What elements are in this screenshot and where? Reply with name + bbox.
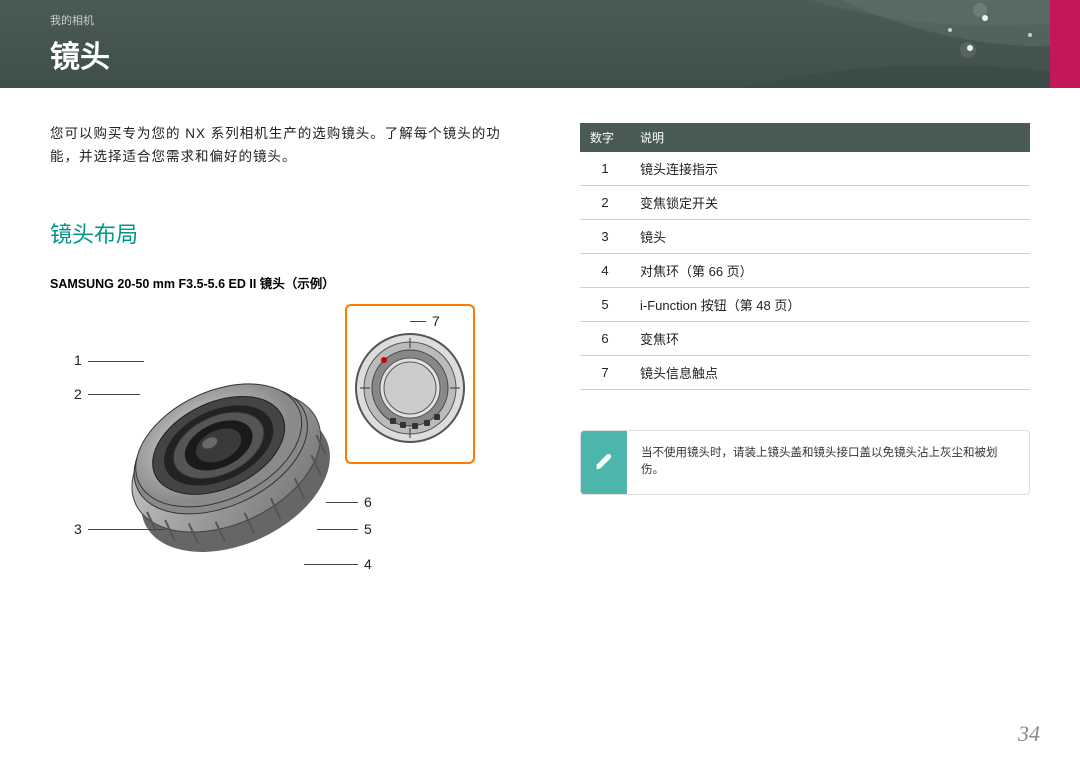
table-row: 4对焦环（第 66 页） — [580, 254, 1030, 288]
table-row: 2变焦锁定开关 — [580, 186, 1030, 220]
leader-line — [304, 564, 358, 565]
intro-text: 您可以购买专为您的 NX 系列相机生产的选购镜头。了解每个镜头的功能，并选择适合… — [50, 123, 520, 169]
page-header: 我的相机 镜头 — [0, 0, 1080, 88]
page-number: 34 — [1018, 721, 1040, 747]
pen-icon — [581, 431, 627, 494]
leader-line — [88, 529, 166, 530]
lens-model-subheading: SAMSUNG 20-50 mm F3.5-5.6 ED II 镜头（示例） — [50, 273, 520, 292]
table-row: 6变焦环 — [580, 322, 1030, 356]
header-decoration — [720, 0, 1080, 88]
content-area: 您可以购买专为您的 NX 系列相机生产的选购镜头。了解每个镜头的功能，并选择适合… — [0, 88, 1080, 614]
diagram-label-6: 6 — [364, 494, 372, 510]
leader-line — [317, 529, 358, 530]
diagram-label-4: 4 — [364, 556, 372, 572]
lens-diagram: 1 2 3 4 5 6 7 — [50, 304, 520, 614]
note-box: 当不使用镜头时，请装上镜头盖和镜头接口盖以免镜头沾上灰尘和被划伤。 — [580, 430, 1030, 495]
lens-illustration — [110, 344, 340, 574]
table-row: 5i-Function 按钮（第 48 页） — [580, 288, 1030, 322]
leader-line — [88, 394, 140, 395]
diagram-label-5: 5 — [364, 521, 372, 537]
left-column: 您可以购买专为您的 NX 系列相机生产的选购镜头。了解每个镜头的功能，并选择适合… — [50, 123, 520, 614]
lens-rear-illustration — [352, 330, 468, 446]
table-row: 7镜头信息触点 — [580, 356, 1030, 390]
leader-line — [326, 502, 358, 503]
table-row: 1镜头连接指示 — [580, 152, 1030, 186]
table-row: 3镜头 — [580, 220, 1030, 254]
table-header-desc: 说明 — [630, 123, 1030, 152]
accent-bar — [1050, 0, 1080, 88]
leader-line — [410, 321, 426, 322]
right-column: 数字 说明 1镜头连接指示 2变焦锁定开关 3镜头 4对焦环（第 66 页） 5… — [580, 123, 1030, 614]
section-heading: 镜头布局 — [50, 217, 520, 249]
diagram-label-7: 7 — [432, 313, 440, 329]
table-header-number: 数字 — [580, 123, 630, 152]
diagram-label-2: 2 — [74, 386, 82, 402]
leader-line — [88, 361, 144, 362]
diagram-label-3: 3 — [74, 521, 82, 537]
note-text: 当不使用镜头时，请装上镜头盖和镜头接口盖以免镜头沾上灰尘和被划伤。 — [627, 431, 1029, 494]
diagram-label-1: 1 — [74, 352, 82, 368]
parts-table: 数字 说明 1镜头连接指示 2变焦锁定开关 3镜头 4对焦环（第 66 页） 5… — [580, 123, 1030, 390]
